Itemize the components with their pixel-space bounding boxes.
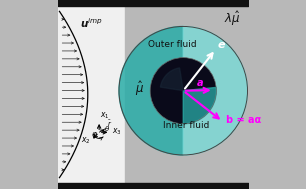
Text: $\varphi$: $\varphi$ [91,130,98,141]
Text: a: a [197,78,203,88]
Polygon shape [160,68,183,91]
Text: b = aα: b = aα [226,115,261,125]
Text: $\theta$: $\theta$ [104,124,110,133]
Text: $x_2$: $x_2$ [81,136,91,146]
Text: e: e [218,40,226,50]
Text: $\lambda\hat{\mu}$: $\lambda\hat{\mu}$ [224,9,241,28]
Polygon shape [183,88,216,124]
Circle shape [150,58,216,124]
Text: $x_3$: $x_3$ [112,127,122,137]
Text: $\boldsymbol{u}^{imp}$: $\boldsymbol{u}^{imp}$ [80,17,103,30]
Text: Outer fluid: Outer fluid [147,40,196,49]
Polygon shape [183,26,248,155]
Text: Inner fluid: Inner fluid [163,121,209,130]
Polygon shape [119,26,183,155]
Text: $\hat{\mu}$: $\hat{\mu}$ [135,79,144,98]
Text: $\bar{r}$: $\bar{r}$ [107,119,113,129]
Text: $x_1$: $x_1$ [100,111,109,121]
